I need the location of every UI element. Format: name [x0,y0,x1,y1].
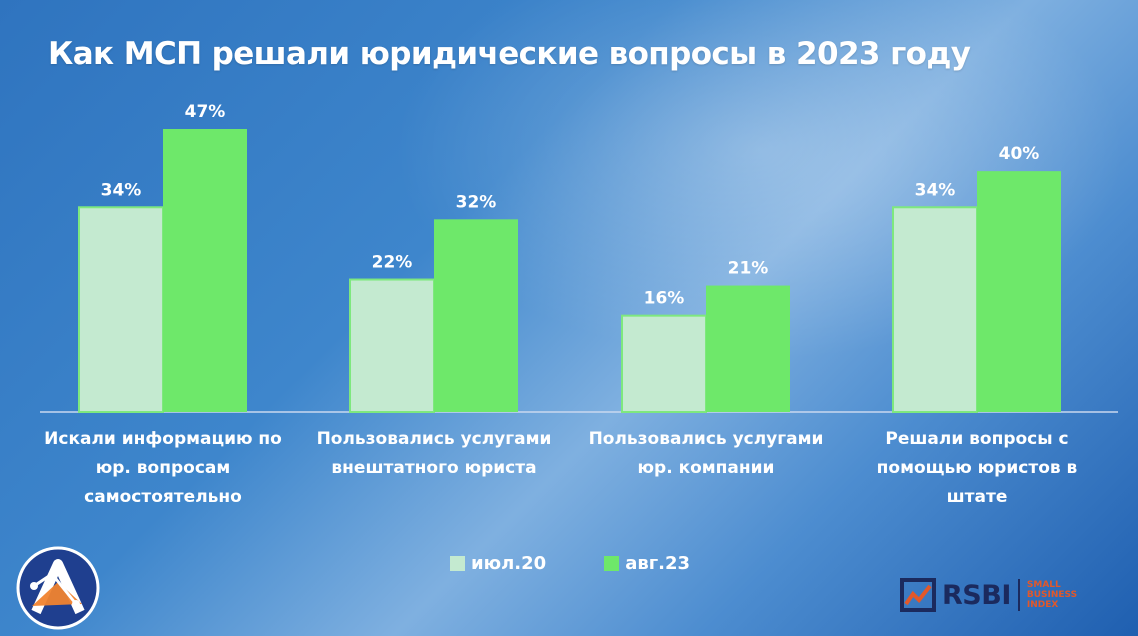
legend-label: июл.20 [471,553,547,574]
category-label-line: Пользовались услугами [316,429,552,449]
category-label-1: Пользовались услугами внештатного юриста [299,425,569,483]
category-label-2: Пользовались услугами юр. компании [571,425,841,483]
legend-swatch [604,556,620,571]
data-label-1-0: 47% [185,102,226,122]
category-label-0: Искали информацию по юр. вопросам самостоя… [28,425,298,512]
bar-aug23-0 [163,129,247,412]
category-label-line: Решали вопросы с [885,429,1069,449]
category-label-line: внештатного юриста [331,458,537,478]
data-label-0-0: 34% [101,180,142,200]
rsbi-subtitle: SMALL BUSINESS INDEX [1026,580,1078,610]
bar-jul20-1 [349,278,435,413]
legend-swatch [450,556,465,571]
category-label-line: юр. компании [637,458,775,478]
bar-jul20-2 [621,314,707,413]
category-label-3: Решали вопросы с помощью юристов в штате [842,425,1112,512]
category-label-line: штате [946,487,1008,507]
legend-item-0: июл.20 [450,553,546,574]
data-label-1-3: 40% [999,144,1040,164]
chart-title: Как МСП решали юридические вопросы в 202… [48,36,971,72]
data-label-1-1: 32% [456,192,497,212]
rsbi-wordmark: RSBI [942,579,1011,611]
bar-aug23-3 [977,171,1061,412]
rsbi-divider [1017,579,1020,611]
data-label-0-2: 16% [644,289,685,309]
category-label-line: помощью юристов в [876,458,1078,478]
bar-jul20-0 [78,206,164,413]
legend-item-1: авг.23 [604,553,690,574]
logo-left [16,546,100,634]
data-label-1-2: 21% [728,259,769,279]
logo-right: RSBI SMALL BUSINESS INDEX [900,578,1077,612]
data-label-0-1: 22% [372,253,413,273]
rsbi-chart-icon [900,578,936,612]
category-label-line: юр. вопросам [95,458,231,478]
legend: июл.20 авг.23 [450,553,748,574]
bar-aug23-2 [706,285,790,412]
bar-jul20-3 [892,206,978,413]
bar-aug23-1 [434,219,518,412]
category-label-line: Искали информацию по [44,429,282,449]
legend-label: авг.23 [625,553,691,574]
category-label-line: Пользовались услугами [588,429,824,449]
category-label-line: самостоятельно [84,487,242,507]
data-label-0-3: 34% [915,180,956,200]
